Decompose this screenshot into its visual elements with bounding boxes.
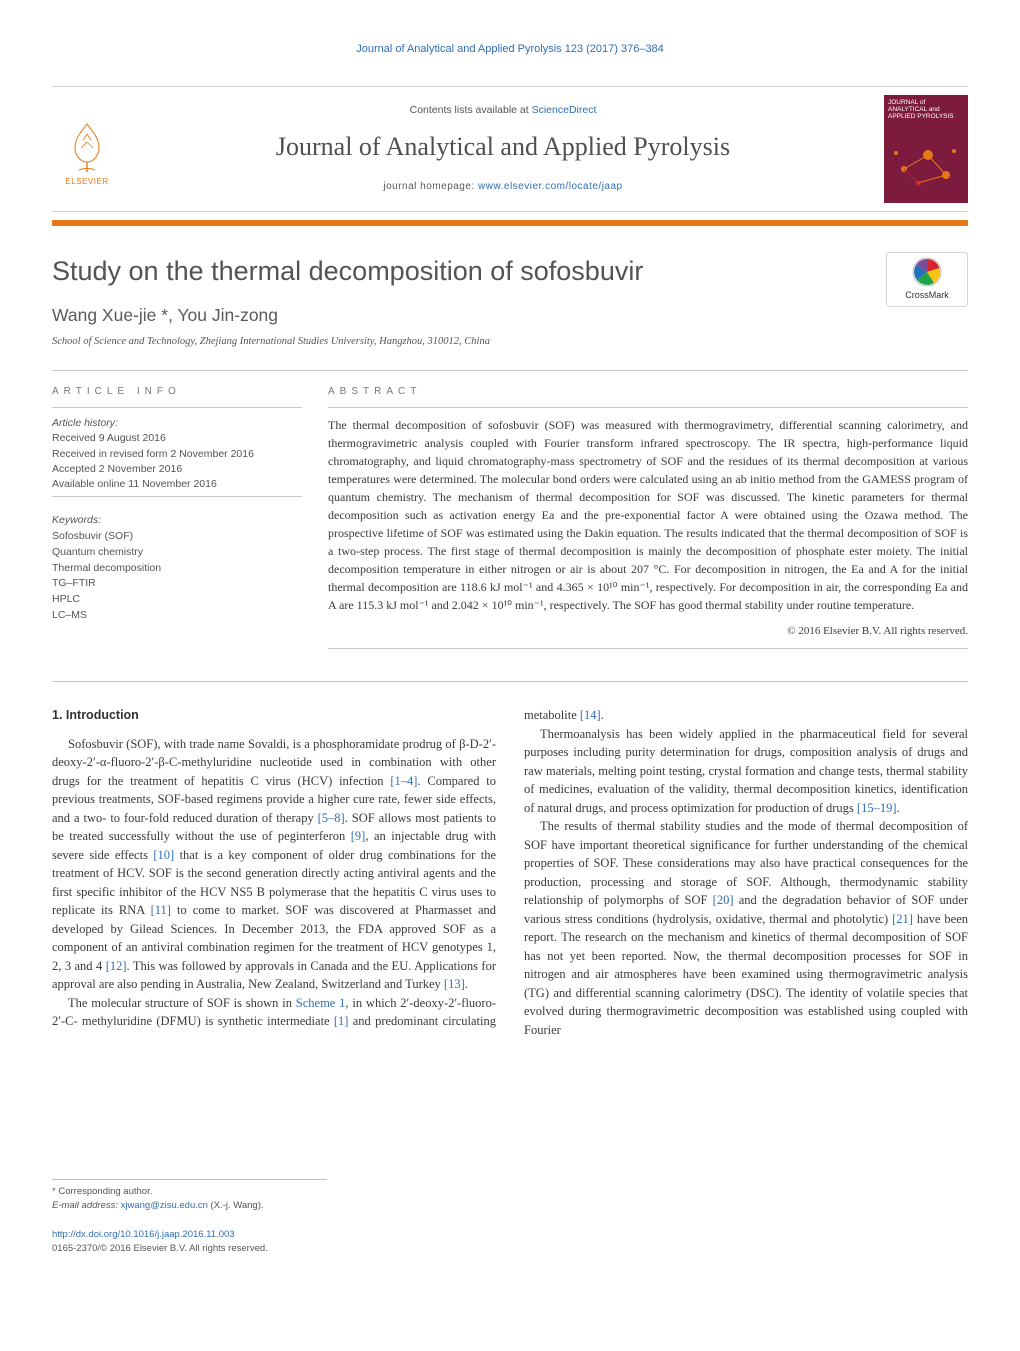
revised-date: Received in revised form 2 November 2016 — [52, 447, 302, 462]
article-body: 1. Introduction Sofosbuvir (SOF), with t… — [52, 706, 968, 1039]
section-title: Introduction — [66, 708, 139, 722]
elsevier-wordmark: ELSEVIER — [65, 176, 108, 188]
masthead-center: Contents lists available at ScienceDirec… — [136, 103, 870, 194]
citation-link[interactable]: [9] — [351, 829, 366, 843]
elsevier-logo: ELSEVIER — [52, 110, 122, 188]
citation-link[interactable]: [1–4] — [390, 774, 417, 788]
accepted-date: Accepted 2 November 2016 — [52, 462, 302, 477]
email-label: E-mail address: — [52, 1200, 121, 1211]
article-info-heading: article info — [52, 385, 302, 400]
citation-link[interactable]: [5–8] — [318, 811, 345, 825]
section-heading: 1. Introduction — [52, 706, 496, 725]
journal-cover-thumb: JOURNAL of ANALYTICAL and APPLIED PYROLY… — [884, 95, 968, 203]
author-email[interactable]: xjwang@zisu.edu.cn — [121, 1200, 208, 1211]
citation-link[interactable]: [14] — [580, 708, 601, 722]
contents-available-line: Contents lists available at ScienceDirec… — [136, 103, 870, 118]
affiliation: School of Science and Technology, Zhejia… — [52, 334, 872, 349]
citation-link[interactable]: [11] — [151, 903, 171, 917]
abstract-copyright: © 2016 Elsevier B.V. All rights reserved… — [328, 624, 968, 640]
accent-bar — [52, 220, 968, 226]
homepage-url[interactable]: www.elsevier.com/locate/jaap — [478, 181, 623, 192]
body-text: . — [465, 977, 468, 991]
running-head: Journal of Analytical and Applied Pyroly… — [52, 42, 968, 58]
cover-title: JOURNAL of ANALYTICAL and APPLIED PYROLY… — [888, 99, 964, 120]
citation-link[interactable]: [12] — [106, 959, 127, 973]
homepage-line: journal homepage: www.elsevier.com/locat… — [136, 180, 870, 195]
body-paragraph: Thermoanalysis has been widely applied i… — [524, 725, 968, 818]
keyword: Sofosbuvir (SOF) — [52, 529, 302, 545]
keywords-block: Keywords: Sofosbuvir (SOF) Quantum chemi… — [52, 513, 302, 623]
contents-prefix: Contents lists available at — [410, 104, 532, 116]
crossmark-badge[interactable]: CrossMark — [886, 252, 968, 307]
rule — [328, 648, 968, 649]
body-text: Thermoanalysis has been widely applied i… — [524, 727, 968, 815]
online-date: Available online 11 November 2016 — [52, 477, 302, 492]
footer-meta: http://dx.doi.org/10.1016/j.jaap.2016.11… — [52, 1228, 968, 1257]
citation-link[interactable]: [10] — [153, 848, 174, 862]
abstract-text: The thermal decomposition of sofosbuvir … — [328, 416, 968, 614]
homepage-prefix: journal homepage: — [383, 181, 478, 192]
keyword: TG–FTIR — [52, 576, 302, 592]
body-paragraph: Sofosbuvir (SOF), with trade name Sovald… — [52, 735, 496, 994]
sciencedirect-link[interactable]: ScienceDirect — [532, 104, 597, 116]
masthead: ELSEVIER Contents lists available at Sci… — [52, 86, 968, 212]
corresponding-label: Corresponding author. — [58, 1186, 152, 1197]
body-text: have been report. The research on the me… — [524, 912, 968, 1037]
citation-link[interactable]: [15–19] — [857, 801, 897, 815]
corresponding-author-footnote: * Corresponding author. E-mail address: … — [52, 1179, 327, 1214]
keyword: HPLC — [52, 592, 302, 608]
issn-copyright: 0165-2370/© 2016 Elsevier B.V. All right… — [52, 1242, 968, 1256]
keywords-label: Keywords: — [52, 513, 302, 529]
cover-art-icon — [884, 139, 968, 195]
crossmark-icon — [912, 257, 942, 287]
article-history: Article history: Received 9 August 2016 … — [52, 416, 302, 492]
keyword: Thermal decomposition — [52, 561, 302, 577]
keyword: Quantum chemistry — [52, 545, 302, 561]
journal-name: Journal of Analytical and Applied Pyroly… — [136, 128, 870, 166]
doi-link[interactable]: http://dx.doi.org/10.1016/j.jaap.2016.11… — [52, 1228, 968, 1242]
citation-link[interactable]: [13] — [444, 977, 465, 991]
abstract-heading: abstract — [328, 385, 968, 400]
body-text: . — [601, 708, 604, 722]
body-text: . — [897, 801, 900, 815]
crossmark-label: CrossMark — [905, 289, 949, 302]
rule — [52, 496, 302, 497]
body-paragraph: The results of thermal stability studies… — [524, 817, 968, 1039]
citation-link[interactable]: [21] — [892, 912, 913, 926]
rule — [52, 407, 302, 408]
body-divider — [52, 681, 968, 682]
citation-link[interactable]: [1] — [334, 1014, 349, 1028]
elsevier-tree-icon — [63, 120, 111, 174]
article-title: Study on the thermal decomposition of so… — [52, 252, 872, 291]
author-line: Wang Xue-jie *, You Jin-zong — [52, 303, 872, 328]
rule — [328, 407, 968, 408]
citation-link[interactable]: [20] — [713, 893, 734, 907]
body-text: The molecular structure of SOF is shown … — [68, 996, 296, 1010]
scheme-link[interactable]: Scheme 1 — [296, 996, 346, 1010]
section-number: 1. — [52, 708, 62, 722]
history-label: Article history: — [52, 416, 302, 431]
received-date: Received 9 August 2016 — [52, 431, 302, 446]
email-attribution: (X.-j. Wang). — [208, 1200, 264, 1211]
keyword: LC–MS — [52, 608, 302, 624]
